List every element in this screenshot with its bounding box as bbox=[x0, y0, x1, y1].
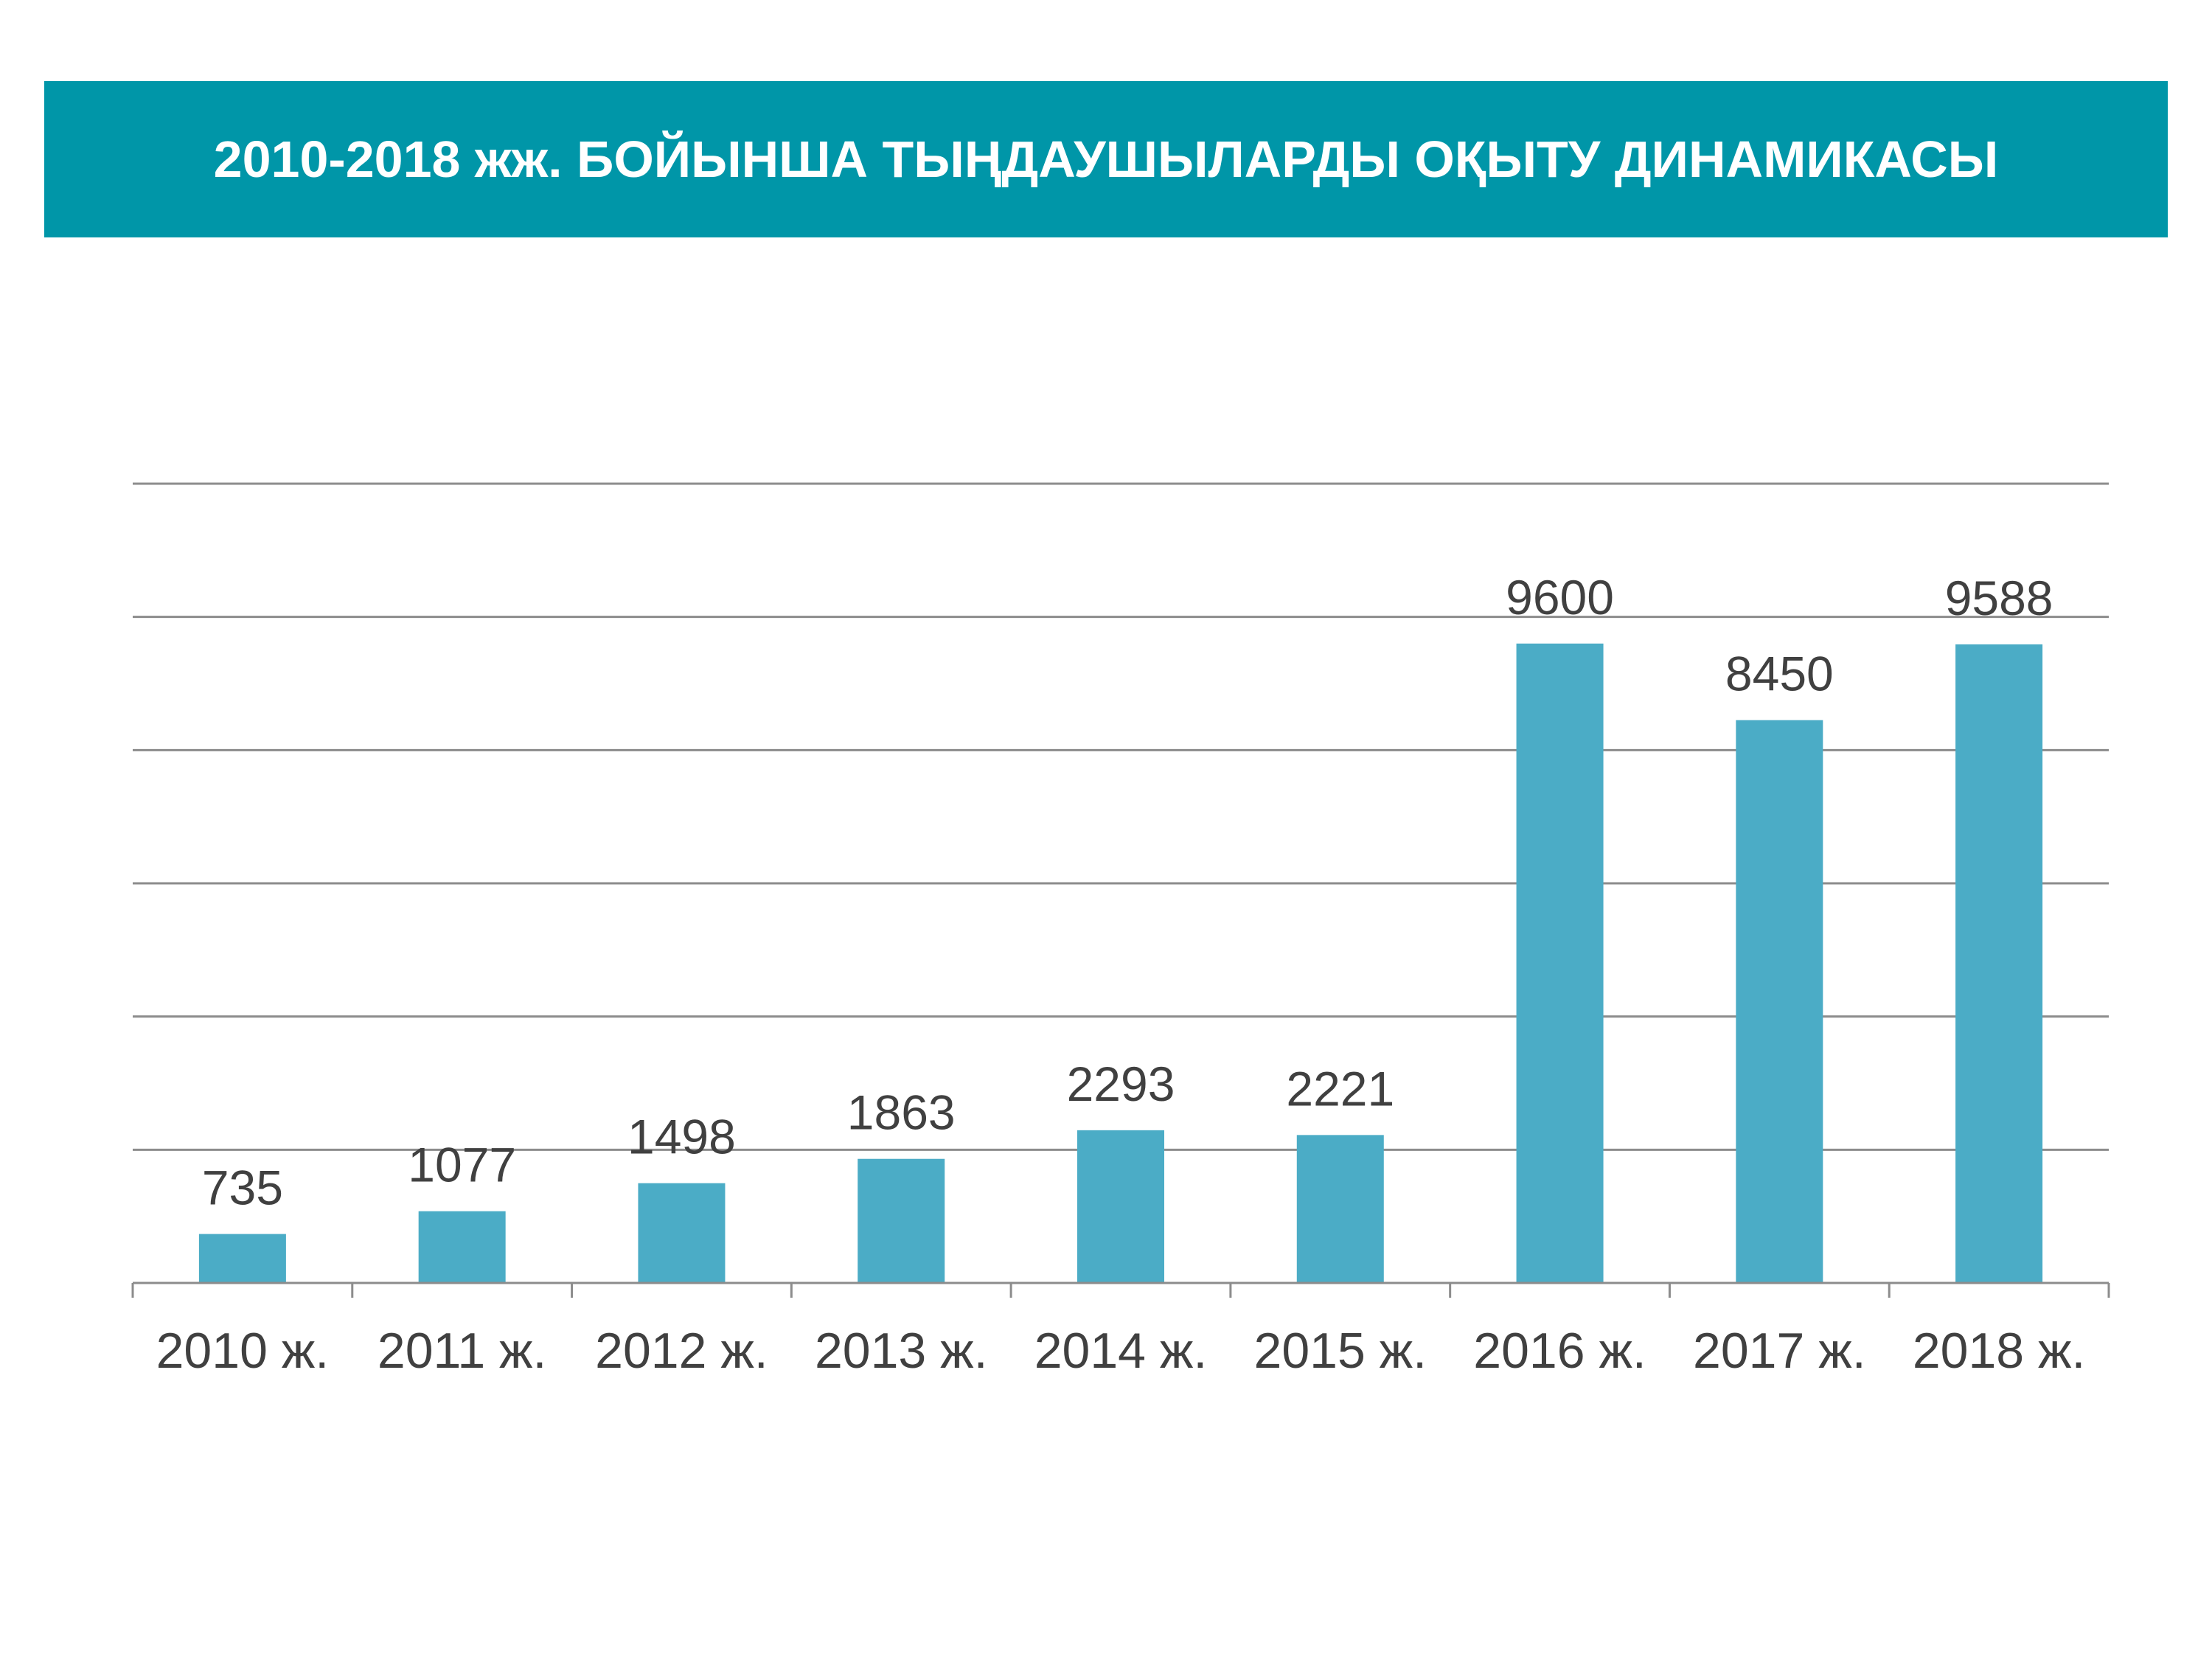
data-label: 9600 bbox=[1506, 570, 1614, 625]
x-tick-label: 2010 ж. bbox=[156, 1323, 330, 1379]
data-label: 1077 bbox=[408, 1138, 516, 1192]
data-label: 1498 bbox=[627, 1110, 736, 1164]
title-banner: 2010-2018 жж. БОЙЫНША ТЫҢДАУШЫЛАРДЫ ОҚЫТ… bbox=[44, 81, 2168, 237]
bar bbox=[1296, 1135, 1384, 1283]
x-tick-label: 2018 ж. bbox=[1913, 1323, 2086, 1379]
x-axis bbox=[131, 1281, 2110, 1298]
x-tick-labels: 2010 ж. 2011 ж. 2012 ж. 2013 ж. 2014 ж. 2015 … bbox=[156, 1323, 2086, 1379]
x-tick-label: 2014 ж. bbox=[1034, 1323, 1208, 1379]
bar bbox=[1077, 1130, 1164, 1283]
bars bbox=[198, 643, 2043, 1283]
bar bbox=[638, 1183, 726, 1283]
data-label: 1863 bbox=[847, 1085, 956, 1140]
data-label: 9588 bbox=[1945, 571, 2053, 625]
x-tick-label: 2015 ж. bbox=[1254, 1323, 1427, 1379]
x-tick-label: 2017 ж. bbox=[1693, 1323, 1866, 1379]
bar bbox=[418, 1211, 506, 1283]
bar bbox=[1516, 643, 1604, 1283]
data-labels: 735 1077 1498 1863 2293 2221 9600 8450 9588 bbox=[202, 570, 2053, 1215]
bar bbox=[858, 1158, 945, 1283]
bar bbox=[198, 1234, 286, 1283]
x-tick-label: 2011 ж. bbox=[378, 1323, 547, 1379]
x-tick-label: 2013 ж. bbox=[815, 1323, 988, 1379]
chart-title: 2010-2018 жж. БОЙЫНША ТЫҢДАУШЫЛАРДЫ ОҚЫТ… bbox=[213, 131, 1999, 188]
bar bbox=[1955, 644, 2043, 1283]
data-label: 8450 bbox=[1725, 647, 1834, 701]
data-label: 735 bbox=[202, 1161, 283, 1215]
bar bbox=[1736, 720, 1823, 1283]
x-tick-label: 2012 ж. bbox=[595, 1323, 768, 1379]
x-tick-label: 2016 ж. bbox=[1473, 1323, 1646, 1379]
data-label: 2293 bbox=[1067, 1057, 1175, 1111]
data-label: 2221 bbox=[1286, 1061, 1394, 1116]
